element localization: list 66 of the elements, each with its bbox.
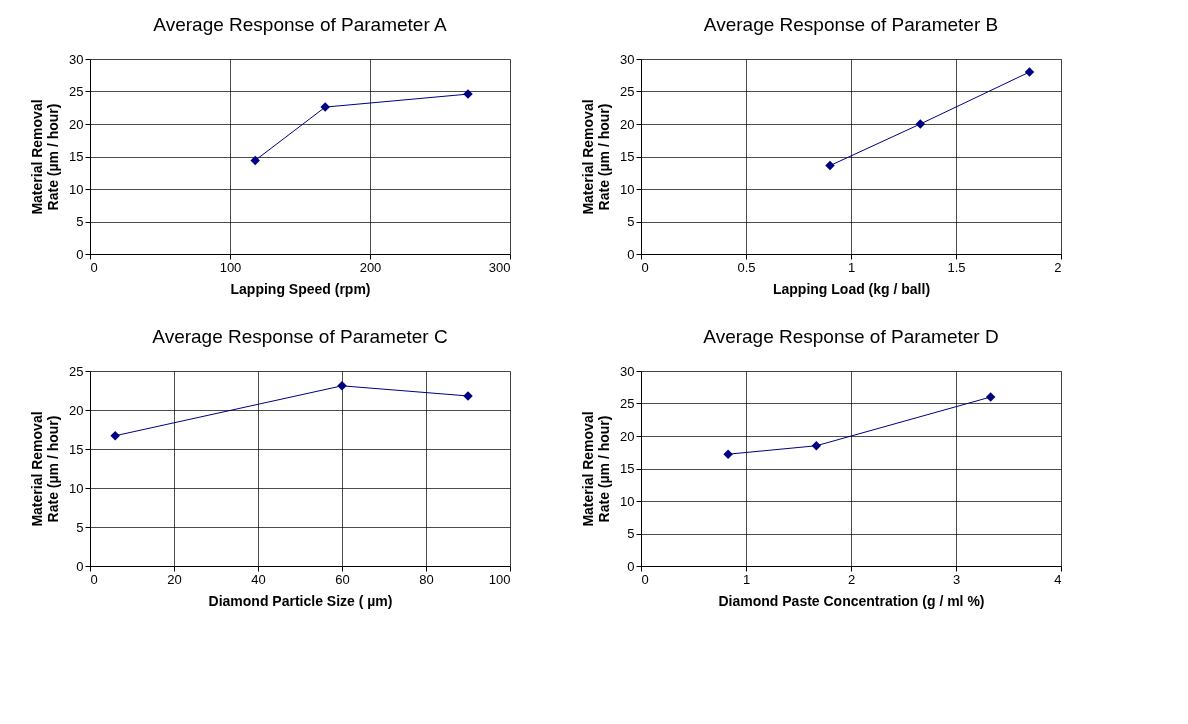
x-tick-label: 1 xyxy=(742,571,751,587)
x-tick-label: 0.5 xyxy=(737,259,756,275)
y-tick-label: 0 xyxy=(76,246,84,262)
y-tick-label: 25 xyxy=(69,84,84,99)
y-tick-label: 20 xyxy=(620,116,635,132)
x-tick-label: 2 xyxy=(847,571,856,587)
x-tick-label: 1 xyxy=(847,259,856,275)
y-tick-label: 25 xyxy=(69,363,84,379)
y-tick-label: 0 xyxy=(76,558,84,574)
y-tick-label: 10 xyxy=(620,493,635,509)
y-tick-label: 30 xyxy=(69,51,84,67)
x-tick-label: 60 xyxy=(335,571,350,587)
point xyxy=(985,392,996,402)
x-axis-title: Diamond Particle Size ( µm) xyxy=(208,592,393,609)
y-tick-label: 5 xyxy=(76,519,84,535)
point xyxy=(915,119,926,129)
x-tick-label: 2 xyxy=(1054,259,1062,275)
chart-title: Average Response of Parameter B xyxy=(703,14,999,35)
y-tick-label: 15 xyxy=(620,149,635,164)
x-tick-label: 100 xyxy=(488,571,511,587)
chart-title: Average Response of Parameter A xyxy=(153,14,447,35)
point xyxy=(110,431,120,441)
y-axis-title: Material Removal Rate (µm / hour) xyxy=(29,99,62,215)
chart-title: Average Response of Parameter D xyxy=(703,326,999,347)
y-tick-label: 0 xyxy=(627,246,635,262)
y-tick-label: 10 xyxy=(69,480,84,496)
y-tick-label: 15 xyxy=(620,461,635,476)
x-tick-label: 80 xyxy=(419,571,434,587)
y-tick-label: 20 xyxy=(69,116,84,132)
x-tick-label: 100 xyxy=(219,259,242,275)
point xyxy=(723,449,733,459)
y-tick-label: 10 xyxy=(620,181,635,197)
x-tick-label: 0 xyxy=(641,259,649,275)
y-tick-label: 15 xyxy=(69,441,84,457)
y-tick-label: 5 xyxy=(627,526,635,541)
x-tick-label: 0 xyxy=(90,259,98,275)
x-axis-title: Diamond Paste Concentration (g / ml %) xyxy=(718,592,985,609)
y-tick-label: 25 xyxy=(620,396,635,411)
x-tick-label: 4 xyxy=(1054,571,1062,587)
y-tick-label: 20 xyxy=(69,402,84,418)
x-axis-title: Lapping Speed (rpm) xyxy=(230,280,371,297)
y-tick-label: 10 xyxy=(69,181,84,197)
x-tick-label: 0 xyxy=(641,571,649,587)
y-tick-label: 20 xyxy=(620,428,635,444)
x-axis-title: Lapping Load (kg / ball) xyxy=(772,280,931,297)
point xyxy=(811,441,822,451)
x-tick-label: 40 xyxy=(251,571,266,587)
y-axis-title: Material Removal Rate (µm / hour) xyxy=(29,411,62,527)
point xyxy=(1024,67,1035,77)
x-tick-label: 20 xyxy=(167,571,182,587)
y-tick-label: 25 xyxy=(620,84,635,99)
y-tick-label: 15 xyxy=(69,149,84,164)
x-tick-label: 200 xyxy=(359,259,382,275)
y-tick-label: 5 xyxy=(627,214,635,229)
y-axis-title: Material Removal Rate (µm / hour) xyxy=(580,411,613,527)
x-tick-label: 3 xyxy=(952,571,961,587)
x-tick-label: 300 xyxy=(488,259,511,275)
y-tick-label: 0 xyxy=(627,558,635,574)
x-tick-label: 1.5 xyxy=(947,259,966,275)
y-axis-title: Material Removal Rate (µm / hour) xyxy=(580,99,613,215)
chart-title: Average Response of Parameter C xyxy=(152,326,448,347)
x-tick-label: 0 xyxy=(90,571,98,587)
point xyxy=(825,160,835,171)
y-tick-label: 30 xyxy=(620,51,635,67)
y-tick-label: 30 xyxy=(620,363,635,379)
y-tick-label: 5 xyxy=(76,214,84,229)
